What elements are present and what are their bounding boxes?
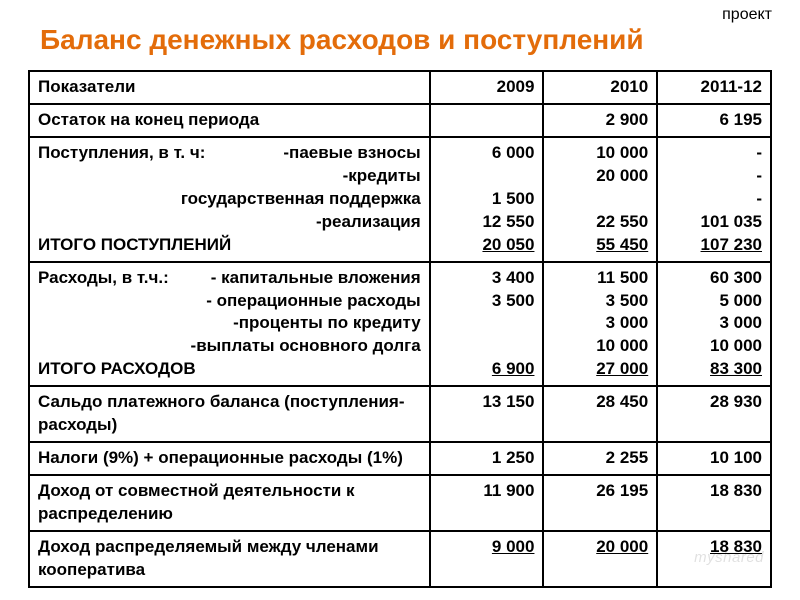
row-label: Доход распределяемый между членами коопе… — [29, 531, 430, 587]
cell: 1 250 — [430, 442, 544, 475]
cell — [430, 104, 544, 137]
col-header-label: Показатели — [29, 71, 430, 104]
row-label: Остаток на конец периода — [29, 104, 430, 137]
table-row: Сальдо платежного баланса (поступления-р… — [29, 386, 771, 442]
balance-table: Показатели 2009 2010 2011-12 Остаток на … — [28, 70, 772, 588]
table-row: Налоги (9%) + операционные расходы (1%) … — [29, 442, 771, 475]
cell: 28 930 — [657, 386, 771, 442]
cell-multi: 60 300 5 000 3 000 10 000 83 300 — [657, 262, 771, 387]
cell: 18 830 — [657, 531, 771, 587]
project-label: проект — [722, 6, 772, 24]
cell: 2 900 — [543, 104, 657, 137]
row-label-multi: Поступления, в т. ч:-паевые взносы -кред… — [29, 137, 430, 262]
page-title: Баланс денежных расходов и поступлений — [40, 24, 644, 56]
col-header-2011-12: 2011-12 — [657, 71, 771, 104]
row-label: Доход от совместной деятельности к распр… — [29, 475, 430, 531]
cell: 18 830 — [657, 475, 771, 531]
cell-multi: 11 500 3 500 3 000 10 000 27 000 — [543, 262, 657, 387]
cell: 2 255 — [543, 442, 657, 475]
table-row-income: Поступления, в т. ч:-паевые взносы -кред… — [29, 137, 771, 262]
table-row: Доход от совместной деятельности к распр… — [29, 475, 771, 531]
row-label: Сальдо платежного баланса (поступления-р… — [29, 386, 430, 442]
cell: 26 195 — [543, 475, 657, 531]
cell-multi: - - - 101 035 107 230 — [657, 137, 771, 262]
table-header-row: Показатели 2009 2010 2011-12 — [29, 71, 771, 104]
table-row: Остаток на конец периода 2 900 6 195 — [29, 104, 771, 137]
cell: 9 000 — [430, 531, 544, 587]
cell-multi: 6 000 1 500 12 550 20 050 — [430, 137, 544, 262]
balance-table-container: Показатели 2009 2010 2011-12 Остаток на … — [28, 70, 772, 572]
row-label-multi: Расходы, в т.ч.:- капитальные вложения -… — [29, 262, 430, 387]
cell: 20 000 — [543, 531, 657, 587]
cell-multi: 3 400 3 500 6 900 — [430, 262, 544, 387]
cell: 28 450 — [543, 386, 657, 442]
cell: 10 100 — [657, 442, 771, 475]
col-header-2009: 2009 — [430, 71, 544, 104]
table-row: Доход распределяемый между членами коопе… — [29, 531, 771, 587]
col-header-2010: 2010 — [543, 71, 657, 104]
cell: 11 900 — [430, 475, 544, 531]
cell: 13 150 — [430, 386, 544, 442]
row-label: Налоги (9%) + операционные расходы (1%) — [29, 442, 430, 475]
table-row-expenses: Расходы, в т.ч.:- капитальные вложения -… — [29, 262, 771, 387]
cell-multi: 10 000 20 000 22 550 55 450 — [543, 137, 657, 262]
cell: 6 195 — [657, 104, 771, 137]
